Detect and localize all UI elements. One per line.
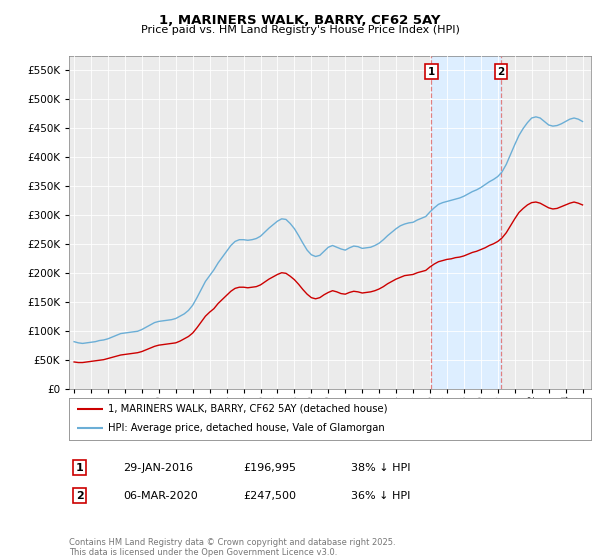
Text: 1, MARINERS WALK, BARRY, CF62 5AY (detached house): 1, MARINERS WALK, BARRY, CF62 5AY (detac… [108,404,388,414]
Bar [431,56,501,389]
Text: Contains HM Land Registry data © Crown copyright and database right 2025.
This d: Contains HM Land Registry data © Crown c… [69,538,395,557]
Text: 1: 1 [76,463,83,473]
Text: 38% ↓ HPI: 38% ↓ HPI [351,463,410,473]
Text: £247,500: £247,500 [243,491,296,501]
Text: 2: 2 [76,491,83,501]
Text: 29-JAN-2016: 29-JAN-2016 [123,463,193,473]
Text: 1, MARINERS WALK, BARRY, CF62 5AY: 1, MARINERS WALK, BARRY, CF62 5AY [159,14,441,27]
Text: 1: 1 [428,67,435,77]
Text: £196,995: £196,995 [243,463,296,473]
Text: Price paid vs. HM Land Registry's House Price Index (HPI): Price paid vs. HM Land Registry's House … [140,25,460,35]
Text: 06-MAR-2020: 06-MAR-2020 [123,491,198,501]
Text: 2: 2 [497,67,505,77]
Text: 36% ↓ HPI: 36% ↓ HPI [351,491,410,501]
Text: HPI: Average price, detached house, Vale of Glamorgan: HPI: Average price, detached house, Vale… [108,423,385,433]
